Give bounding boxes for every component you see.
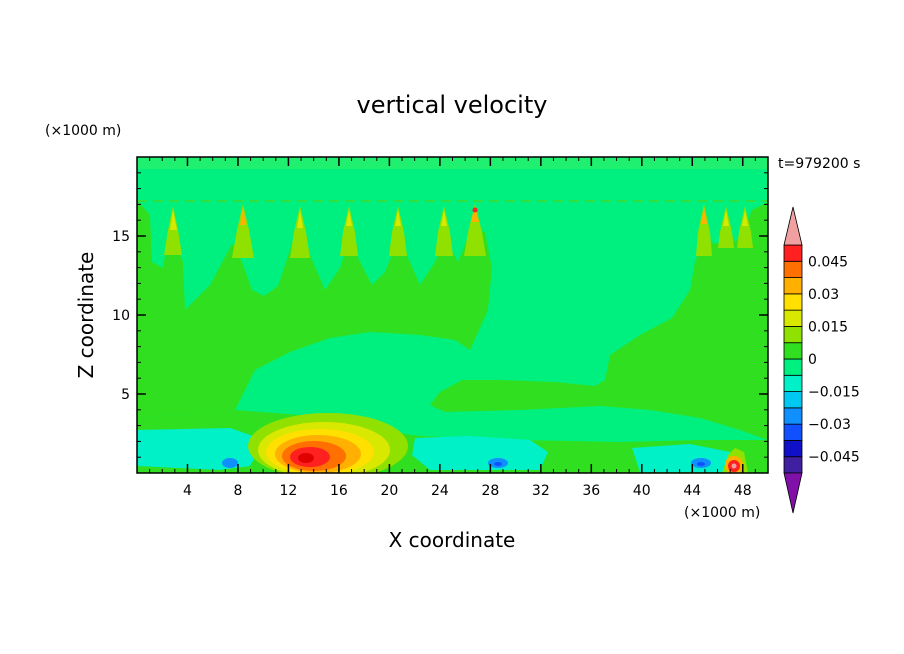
colorbar-level	[783, 407, 803, 425]
colorbar-label: −0.03	[808, 417, 851, 433]
colorbar-level	[783, 440, 803, 458]
colorbar-max-extension	[783, 206, 803, 246]
plume-tip	[742, 210, 748, 226]
colorbar: 0.045 0.03 0.015 0 −0.015 −0.03 −0.045	[783, 206, 860, 514]
colorbar-level	[783, 342, 803, 360]
x-tick-label: 28	[481, 483, 499, 499]
colorbar-level	[783, 423, 803, 441]
plume-tip	[290, 206, 310, 258]
colorbar-label: 0.015	[808, 319, 848, 335]
chart-title: vertical velocity	[357, 91, 548, 119]
plume-tip	[718, 206, 734, 248]
colorbar-label: −0.015	[808, 385, 860, 401]
green-updraft-region-right	[430, 202, 768, 440]
downdraft-spot	[494, 462, 502, 466]
colorbar-min-extension	[783, 472, 803, 514]
x-tick-label: 16	[330, 483, 348, 499]
surface-updraft-core	[248, 413, 408, 473]
x-unit-label: (×1000 m)	[684, 505, 760, 521]
plume-tip	[723, 210, 729, 226]
plume-tip	[435, 206, 453, 256]
y-tick-label: 5	[121, 387, 130, 403]
colorbar-level	[783, 391, 803, 409]
colorbar-label: 0	[808, 352, 817, 368]
plume-tip	[737, 206, 753, 248]
y-tick-label: 10	[112, 308, 130, 324]
y-unit-label: (×1000 m)	[45, 123, 121, 139]
x-tick-label: 20	[380, 483, 398, 499]
plume-tip	[340, 206, 358, 256]
contour-field	[137, 157, 768, 473]
colorbar-level	[783, 456, 803, 474]
plume-tip	[232, 204, 254, 258]
x-tick-label: 40	[633, 483, 651, 499]
plume-tip-core	[472, 207, 478, 213]
x-axis-label: X coordinate	[389, 528, 516, 552]
x-tick-label: 4	[183, 483, 192, 499]
updraft-level	[298, 453, 314, 463]
colorbar-level	[783, 309, 803, 327]
updraft-level	[731, 463, 737, 469]
colorbar-level	[783, 277, 803, 295]
colorbar-label: −0.045	[808, 450, 860, 466]
plume-tip	[164, 206, 182, 255]
plume-tip	[297, 210, 303, 228]
colorbar-label: 0.03	[808, 287, 839, 303]
downdraft-spot	[222, 458, 238, 468]
colorbar-level	[783, 326, 803, 344]
plume-tips	[164, 204, 753, 258]
x-tick-label: 32	[532, 483, 550, 499]
y-tick-label: 15	[112, 229, 130, 245]
x-tick-label: 36	[582, 483, 600, 499]
plume-tip	[464, 204, 486, 256]
colorbar-level	[783, 260, 803, 278]
y-axis-label: Z coordinate	[74, 252, 98, 379]
plume-tip	[240, 207, 246, 225]
x-tick-label: 44	[683, 483, 701, 499]
cyan-downdraft-mid	[412, 436, 548, 470]
plume-tip	[389, 206, 407, 256]
colorbar-label: 0.045	[808, 254, 848, 270]
colorbar-level	[783, 293, 803, 311]
surface-updraft-right	[722, 448, 748, 473]
plume-tip	[696, 204, 712, 256]
downdraft-spot	[697, 462, 705, 466]
upper-boundary-band	[137, 157, 768, 169]
colorbar-level	[783, 244, 803, 262]
plume-tip	[471, 206, 479, 222]
x-tick-label: 8	[233, 483, 242, 499]
x-tick-label: 24	[431, 483, 449, 499]
plume-tip	[170, 210, 177, 230]
colorbar-level	[783, 374, 803, 392]
x-tick-label: 48	[734, 483, 752, 499]
plume-tip	[395, 210, 401, 226]
plume-tip	[701, 207, 707, 224]
plume-tip	[346, 210, 352, 226]
x-tick-label: 12	[280, 483, 298, 499]
time-label: t=979200 s	[778, 156, 860, 172]
plume-tip	[441, 210, 447, 226]
low-level-cyan-band	[137, 428, 265, 470]
colorbar-level	[783, 358, 803, 376]
